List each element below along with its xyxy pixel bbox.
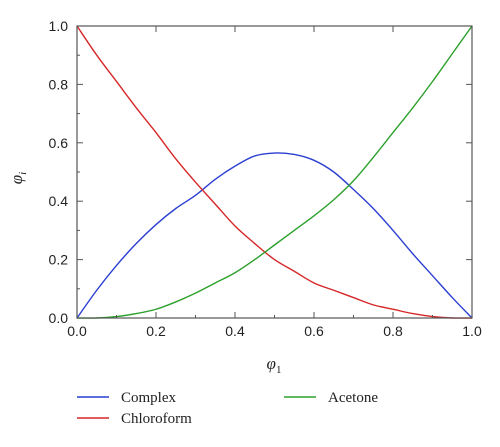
- y-tick-label: 1.0: [49, 18, 69, 34]
- y-tick-label: 0.2: [49, 252, 69, 268]
- legend-item-chloroform: Chloroform: [77, 411, 192, 427]
- axes: 0.0 0.2 0.4 0.6 0.8 1.0 0.0 0.2 0.4 0.6 0.8 1.0: [49, 18, 482, 339]
- y-tick-label: 0.4: [49, 193, 69, 209]
- x-tick-label: 1.0: [462, 323, 482, 339]
- plot-area: [76, 25, 473, 319]
- x-tick-label: 0.4: [225, 323, 245, 339]
- y-tick-label: 0.6: [49, 135, 69, 151]
- series-line-acetone: [76, 25, 473, 319]
- legend-item-acetone: Acetone: [284, 390, 378, 406]
- legend-label-complex: Complex: [121, 390, 176, 406]
- y-axis-label: φi: [7, 172, 29, 184]
- x-tick-label: 0.2: [146, 323, 166, 339]
- legend-label-chloroform: Chloroform: [121, 411, 192, 427]
- legend-label-acetone: Acetone: [328, 390, 378, 406]
- y-tick-label: 0.8: [49, 76, 69, 92]
- x-tick-label: 0.8: [383, 323, 403, 339]
- series-line-complex: [76, 152, 473, 319]
- y-tick-label: 0.0: [49, 310, 69, 326]
- x-tick-label: 0.0: [67, 323, 87, 339]
- legend-item-complex: Complex: [77, 390, 176, 406]
- plot-frame: [76, 25, 473, 319]
- x-tick-label: 0.6: [304, 323, 324, 339]
- axis-labels: φ1 φi: [7, 172, 281, 376]
- series-line-chloroform: [76, 25, 473, 319]
- x-axis-label: φ1: [267, 354, 282, 376]
- legend: Complex Chloroform Acetone: [77, 390, 378, 427]
